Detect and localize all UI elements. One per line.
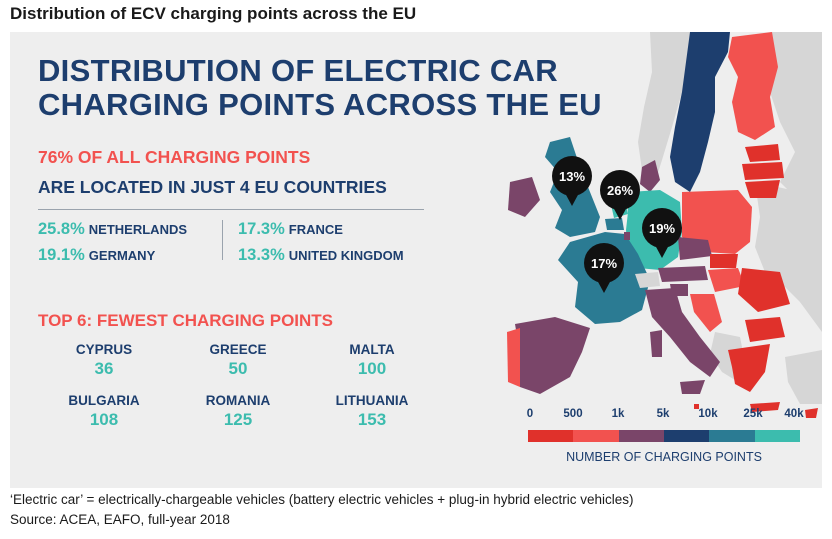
headline-line-1: DISTRIBUTION OF ELECTRIC CAR xyxy=(38,53,558,88)
fewest-country: BULGARIA xyxy=(68,393,140,408)
map-bulgaria xyxy=(745,317,785,342)
callout-france: 17% xyxy=(584,243,624,293)
legend-swatch xyxy=(754,430,800,442)
legend-tick: 40k xyxy=(784,408,804,420)
legend-tick: 0 xyxy=(526,408,534,420)
fewest-country: LITHUANIA xyxy=(335,393,409,408)
map-croatia xyxy=(690,294,722,332)
fewest-country: MALTA xyxy=(349,342,395,357)
stat-pct: 19.1% xyxy=(38,246,85,264)
callout-uk: 13% xyxy=(552,156,592,206)
map-belarus-ukraine xyxy=(755,182,822,322)
footnote: ‘Electric car’ = electrically-chargeable… xyxy=(10,492,634,507)
fewest-item-bulgaria: BULGARIA 108 xyxy=(34,393,174,430)
page-title: Distribution of ECV charging points acro… xyxy=(10,4,417,23)
infographic-panel: DISTRIBUTION OF ELECTRIC CAR CHARGING PO… xyxy=(10,32,822,488)
map-greece xyxy=(728,344,770,392)
map-hungary xyxy=(708,268,745,292)
map-austria xyxy=(658,266,708,282)
map-cyprus xyxy=(805,408,818,418)
legend-label: NUMBER OF CHARGING POINTS xyxy=(566,450,762,464)
callout-netherlands: 26% xyxy=(600,170,640,220)
stat-germany: 19.1% GERMANY xyxy=(38,246,155,265)
fewest-item-romania: ROMANIA 125 xyxy=(168,393,308,430)
map-belgium xyxy=(605,218,624,230)
fewest-value: 108 xyxy=(89,410,119,429)
legend-tick: 5k xyxy=(656,408,670,420)
fewest-item-lithuania: LITHUANIA 153 xyxy=(302,393,442,430)
stat-united-kingdom: 13.3% UNITED KINGDOM xyxy=(238,246,404,265)
stat-netherlands: 25.8% NETHERLANDS xyxy=(38,220,187,239)
divider-line xyxy=(38,209,424,210)
headline: DISTRIBUTION OF ELECTRIC CAR CHARGING PO… xyxy=(38,54,638,122)
fewest-value: 153 xyxy=(357,410,387,429)
map-spain xyxy=(515,317,590,394)
legend-tick: 1k xyxy=(611,408,625,420)
legend-swatch xyxy=(618,430,664,442)
fewest-value: 50 xyxy=(228,359,248,378)
map-romania xyxy=(738,268,790,312)
stat-pct: 17.3% xyxy=(238,220,285,238)
legend-swatch xyxy=(573,430,619,442)
fewest-title: TOP 6: FEWEST CHARGING POINTS xyxy=(38,311,334,330)
map-sardinia xyxy=(650,330,662,357)
map-finland xyxy=(728,32,778,140)
callout-germany: 19% xyxy=(642,208,682,258)
legend-tick: 500 xyxy=(563,408,583,420)
subheadline-line-2: ARE LOCATED IN JUST 4 EU COUNTRIES xyxy=(38,177,387,197)
legend-tick: 10k xyxy=(698,408,718,420)
map-denmark xyxy=(640,160,660,192)
map-sicily xyxy=(680,380,705,394)
map-latvia xyxy=(742,162,784,180)
stat-pct: 13.3% xyxy=(238,246,285,264)
stat-country: UNITED KINGDOM xyxy=(288,248,404,263)
map-poland xyxy=(682,190,752,254)
legend-swatch xyxy=(709,430,755,442)
fewest-item-malta: MALTA 100 xyxy=(302,342,442,379)
vertical-divider xyxy=(222,220,223,260)
legend-tick: 25k xyxy=(743,408,763,420)
map-malta xyxy=(694,404,699,409)
legend-swatch xyxy=(528,430,574,442)
map-crete xyxy=(750,402,780,412)
fewest-value: 125 xyxy=(223,410,253,429)
source-note: Source: ACEA, EAFO, full-year 2018 xyxy=(10,512,230,527)
headline-line-2: CHARGING POINTS ACROSS THE EU xyxy=(38,87,602,122)
map-turkey xyxy=(785,350,822,404)
fewest-value: 36 xyxy=(94,359,114,378)
fewest-item-greece: GREECE 50 xyxy=(168,342,308,379)
fewest-country: CYPRUS xyxy=(75,342,133,357)
map-switzerland xyxy=(635,272,660,288)
fewest-item-cyprus: CYPRUS 36 xyxy=(34,342,174,379)
map-sweden xyxy=(670,32,730,192)
map-portugal xyxy=(507,328,520,387)
stat-pct: 25.8% xyxy=(38,220,85,238)
fewest-country: ROMANIA xyxy=(205,393,271,408)
map-lithuania xyxy=(745,180,780,198)
map-italy xyxy=(645,288,720,377)
map-czechia xyxy=(678,237,712,260)
legend-ticks: 0 500 1k 5k 10k 25k 40k xyxy=(10,408,822,424)
stat-country: GERMANY xyxy=(88,248,156,263)
map-luxembourg xyxy=(624,232,630,240)
stat-france: 17.3% FRANCE xyxy=(238,220,343,239)
legend-swatch xyxy=(663,430,710,442)
map-estonia xyxy=(745,144,780,162)
map-slovakia xyxy=(710,254,738,268)
stat-country: FRANCE xyxy=(288,222,343,237)
legend-color-bar xyxy=(528,430,800,442)
fewest-country: GREECE xyxy=(209,342,267,357)
map-ireland xyxy=(508,177,540,217)
fewest-value: 100 xyxy=(357,359,387,378)
subheadline-line-1: 76% OF ALL CHARGING POINTS xyxy=(38,147,311,167)
stat-country: NETHERLANDS xyxy=(88,222,188,237)
